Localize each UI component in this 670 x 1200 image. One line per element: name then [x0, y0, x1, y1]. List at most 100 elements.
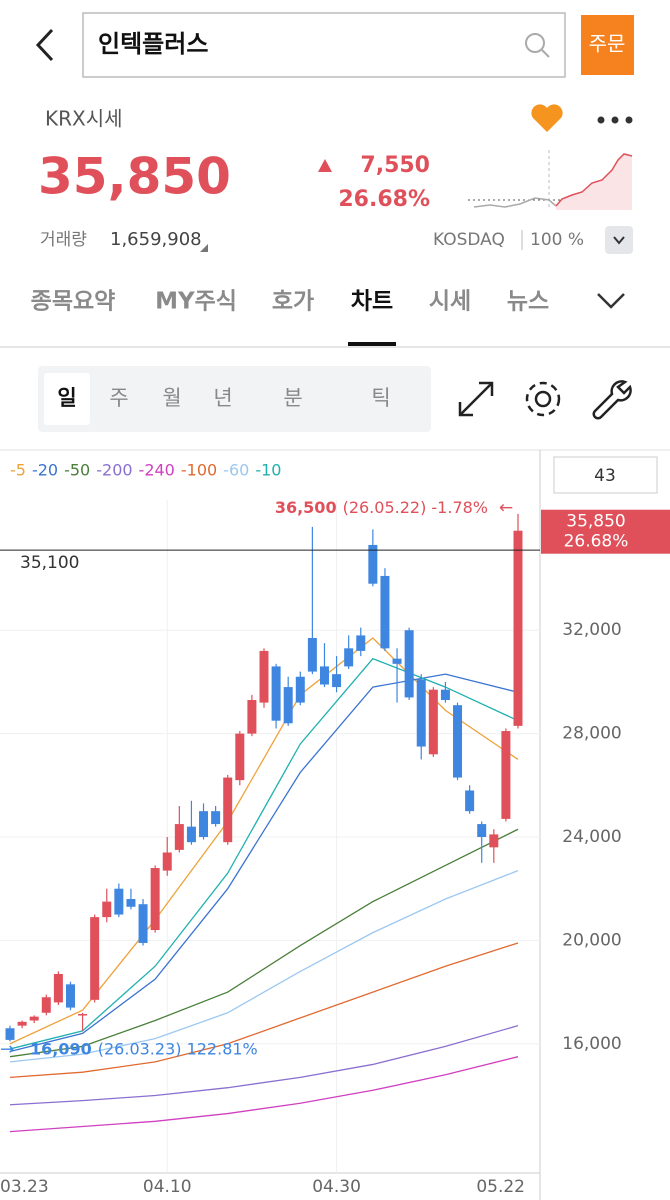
crosshair-label: 35,100 — [20, 553, 79, 573]
low-price: 16,090 — [30, 1039, 92, 1058]
candle-body — [186, 826, 196, 843]
candle-body — [259, 650, 269, 703]
candle-body — [150, 868, 160, 931]
candle-body — [211, 811, 221, 825]
legend-entry[interactable]: -50 — [64, 461, 90, 480]
moving-average-line — [9, 657, 519, 1050]
high-price: 36,500 — [275, 498, 337, 517]
favorite-icon[interactable] — [531, 104, 563, 132]
candle-body — [199, 811, 209, 837]
candle-body — [114, 888, 124, 915]
moving-average-line — [9, 1025, 519, 1106]
candle-body — [477, 824, 487, 837]
candle-body — [235, 733, 245, 781]
y-tick-label: 32,000 — [562, 620, 621, 640]
count-box[interactable] — [553, 456, 658, 494]
candle-body — [295, 676, 305, 703]
period-tab[interactable]: 년 — [213, 386, 232, 410]
settings-icon[interactable] — [525, 381, 561, 417]
expand-chevron — [613, 236, 625, 245]
legend-entry[interactable]: -5 — [10, 461, 26, 480]
more-icon[interactable] — [597, 116, 633, 124]
sparkline — [468, 148, 633, 210]
tab[interactable]: 차트 — [351, 289, 393, 315]
candle-body — [465, 790, 475, 812]
tab[interactable]: 뉴스 — [507, 289, 549, 315]
fullscreen-icon[interactable] — [458, 381, 494, 417]
candle-body — [501, 731, 511, 819]
last-price-label: 35,850 — [566, 512, 625, 532]
legend-entry[interactable]: -200 — [96, 461, 132, 480]
search-text: 인텍플러스 — [98, 30, 208, 58]
legend-entry[interactable]: -10 — [255, 461, 281, 480]
period-tab[interactable]: 일 — [57, 386, 76, 410]
count-value: 43 — [594, 466, 616, 486]
candle-body — [428, 689, 438, 755]
legend-entry[interactable]: -240 — [139, 461, 175, 480]
legend-entry[interactable]: -20 — [32, 461, 58, 480]
exchange-label: KOSDAQ — [433, 230, 505, 250]
candle-body — [513, 530, 523, 726]
candle-body — [319, 666, 329, 685]
candle-body — [392, 658, 402, 664]
expand-button[interactable] — [605, 226, 633, 254]
candle-body — [247, 700, 257, 734]
period-tab[interactable]: 월 — [162, 386, 181, 410]
x-tick-label: 05.22 — [476, 1177, 525, 1197]
tab[interactable]: 종목요약 — [31, 289, 116, 315]
candle-body — [404, 630, 414, 698]
y-tick-label: 20,000 — [562, 930, 621, 950]
legend-entry[interactable]: -100 — [181, 461, 217, 480]
low-detail: (26.03.23) 122.81% — [98, 1039, 258, 1058]
search-box[interactable] — [82, 12, 566, 78]
moving-average-line — [9, 1056, 519, 1133]
period-tab[interactable]: 틱 — [371, 386, 390, 410]
candle-body — [453, 705, 463, 778]
y-tick-label: 16,000 — [562, 1034, 621, 1054]
candle-body — [271, 666, 281, 721]
current-price: 35,850 — [38, 148, 231, 206]
candle-body — [53, 973, 63, 1003]
tab[interactable]: 시세 — [429, 289, 471, 315]
candle-body — [368, 544, 378, 584]
candle-body — [5, 1028, 15, 1040]
period-bar — [38, 366, 431, 432]
order-button[interactable] — [581, 15, 634, 75]
back-button[interactable] — [35, 28, 54, 62]
legend-entry[interactable]: -60 — [223, 461, 249, 480]
price-change: 7,550 — [360, 153, 430, 178]
tab[interactable]: MY주식 — [155, 289, 237, 315]
market-label: KRX시세 — [45, 107, 123, 131]
x-tick-label: 04.30 — [312, 1177, 361, 1197]
tab[interactable]: 호가 — [272, 289, 314, 315]
tab-more[interactable] — [597, 293, 625, 309]
chart: 32,000 28,000 24,000 20,000 16,000 03.23 04.10… — [0, 461, 670, 1197]
moving-average-line — [9, 673, 519, 1053]
volume-value: 1,659,908 — [110, 229, 202, 250]
candle-body — [174, 824, 184, 850]
y-tick-label: 28,000 — [562, 724, 621, 744]
x-tick-label: 03.23 — [0, 1177, 49, 1197]
tool-icon[interactable] — [592, 380, 632, 420]
candle-body — [29, 1016, 39, 1021]
moving-average-line — [9, 869, 519, 1063]
low-annotation: 16,090 (26.03.23) 122.81% — [30, 1039, 258, 1058]
search-icon[interactable] — [525, 33, 550, 58]
last-price-pct: 26.68% — [564, 532, 629, 552]
up-arrow — [318, 159, 332, 172]
candle-body — [162, 852, 172, 871]
high-arrow: ← — [499, 498, 513, 518]
candle-body — [41, 997, 51, 1013]
candle-body — [416, 679, 426, 747]
candle-body — [138, 904, 148, 943]
volume-corner — [200, 244, 208, 252]
moving-average-line — [9, 828, 519, 1058]
period-tab[interactable]: 주 — [109, 386, 128, 410]
candle-body — [126, 899, 136, 907]
volume-label: 거래량 — [40, 230, 87, 250]
last-price-tag — [541, 509, 670, 554]
period-tab[interactable]: 분 — [283, 386, 302, 410]
